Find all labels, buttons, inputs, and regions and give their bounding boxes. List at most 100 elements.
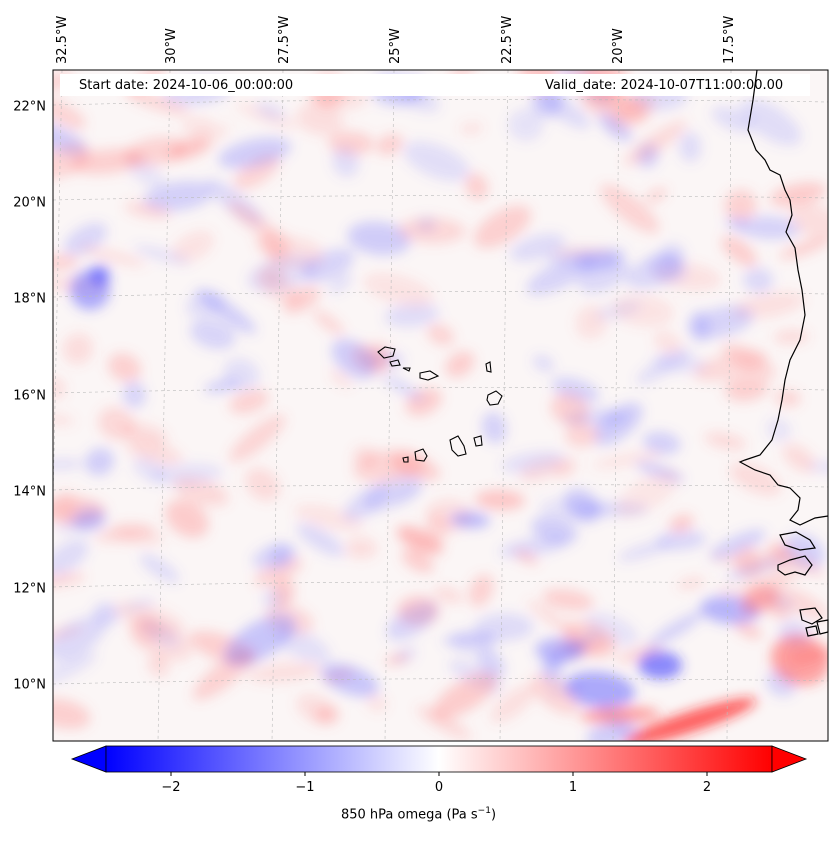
omega-blob <box>302 248 355 283</box>
lon-label: 25°W <box>388 28 403 64</box>
lat-label: 20°N <box>13 195 46 211</box>
omega-blob <box>459 122 484 135</box>
omega-blob <box>468 574 494 607</box>
omega-blob <box>366 695 388 712</box>
omega-blob <box>807 461 828 473</box>
graticule <box>53 70 828 741</box>
omega-blob <box>113 601 185 635</box>
omega-blob <box>500 450 565 473</box>
omega-blob <box>53 538 89 577</box>
omega-blob <box>247 662 322 683</box>
omega-blob <box>507 108 544 142</box>
omega-blob <box>283 286 320 314</box>
omega-blob <box>352 446 379 467</box>
omega-blob <box>449 630 495 654</box>
omega-blob <box>344 537 378 559</box>
omega-blob <box>623 698 757 741</box>
omega-blob <box>779 237 828 259</box>
omega-blob <box>53 413 76 426</box>
omega-blob <box>394 645 417 663</box>
omega-blob <box>229 389 270 414</box>
omega-blob <box>733 620 762 640</box>
omega-blob <box>139 554 180 583</box>
omega-blob <box>254 557 303 586</box>
omega-blob <box>343 485 390 521</box>
omega-blob <box>532 354 555 372</box>
omega-blob <box>766 418 792 442</box>
lat-label: 12°N <box>13 581 46 597</box>
omega-blob <box>426 513 451 541</box>
omega-blob <box>55 514 106 533</box>
lon-label: 32.5°W <box>55 15 70 64</box>
omega-field <box>53 70 828 741</box>
start-date-text: Start date: 2024-10-06_00:00:00 <box>79 78 294 93</box>
omega-blob <box>434 587 463 603</box>
omega-blob <box>535 637 585 663</box>
omega-blob <box>312 309 345 336</box>
omega-blob <box>565 671 635 709</box>
omega-blob <box>397 217 466 244</box>
lon-label: 20°W <box>611 28 626 64</box>
omega-blob <box>107 353 142 382</box>
omega-blob <box>151 463 223 486</box>
omega-blob <box>331 338 377 379</box>
colorbar <box>70 745 808 776</box>
omega-blob <box>710 553 776 570</box>
omega-blob <box>111 523 164 546</box>
africa-coastline <box>738 69 829 637</box>
omega-blob <box>773 586 828 620</box>
omega-blob <box>653 331 682 355</box>
omega-blob <box>85 447 115 476</box>
omega-blob <box>642 431 681 455</box>
omega-blob <box>690 305 754 338</box>
omega-blob <box>563 488 600 523</box>
omega-blob <box>542 589 594 611</box>
omega-blob <box>363 272 434 307</box>
omega-blob <box>204 378 241 394</box>
omega-blob <box>133 245 191 265</box>
omega-blob <box>576 248 626 269</box>
omega-blob <box>78 246 146 267</box>
omega-blob <box>514 549 539 565</box>
omega-blob <box>171 230 214 263</box>
lon-label: 22.5°W <box>500 15 515 64</box>
omega-blob <box>401 548 434 573</box>
omega-blob <box>251 543 297 570</box>
omega-blob <box>526 600 583 641</box>
omega-blob <box>70 148 145 175</box>
omega-blob <box>704 432 747 450</box>
omega-blob <box>427 323 455 346</box>
omega-blob <box>676 576 706 591</box>
omega-blob <box>645 188 667 203</box>
omega-blob <box>481 412 507 444</box>
colorbar-tick: −1 <box>295 780 315 795</box>
omega-blob <box>296 693 336 724</box>
omega-blob <box>473 613 534 642</box>
omega-blob <box>741 586 779 614</box>
omega-blob <box>389 453 441 481</box>
omega-blob <box>403 141 471 182</box>
omega-blob <box>729 462 782 496</box>
omega-blob <box>432 672 498 719</box>
omega-blob <box>416 705 472 740</box>
omega-blob <box>256 101 286 121</box>
omega-blob <box>477 648 505 679</box>
omega-blob <box>53 458 84 470</box>
omega-blob <box>742 569 801 593</box>
omega-blob <box>724 375 769 402</box>
omega-blob <box>245 467 281 501</box>
omega-blob <box>693 350 768 382</box>
omega-blob <box>445 351 475 378</box>
map-frame <box>52 69 829 742</box>
omega-blob <box>580 706 660 724</box>
omega-blob <box>616 469 679 517</box>
omega-blob <box>229 414 286 463</box>
omega-blob <box>646 611 705 648</box>
omega-blob <box>743 267 774 293</box>
omega-blob <box>164 124 230 164</box>
omega-blob <box>53 376 66 400</box>
colorbar-tick: 1 <box>568 780 578 795</box>
omega-blob <box>227 201 280 241</box>
